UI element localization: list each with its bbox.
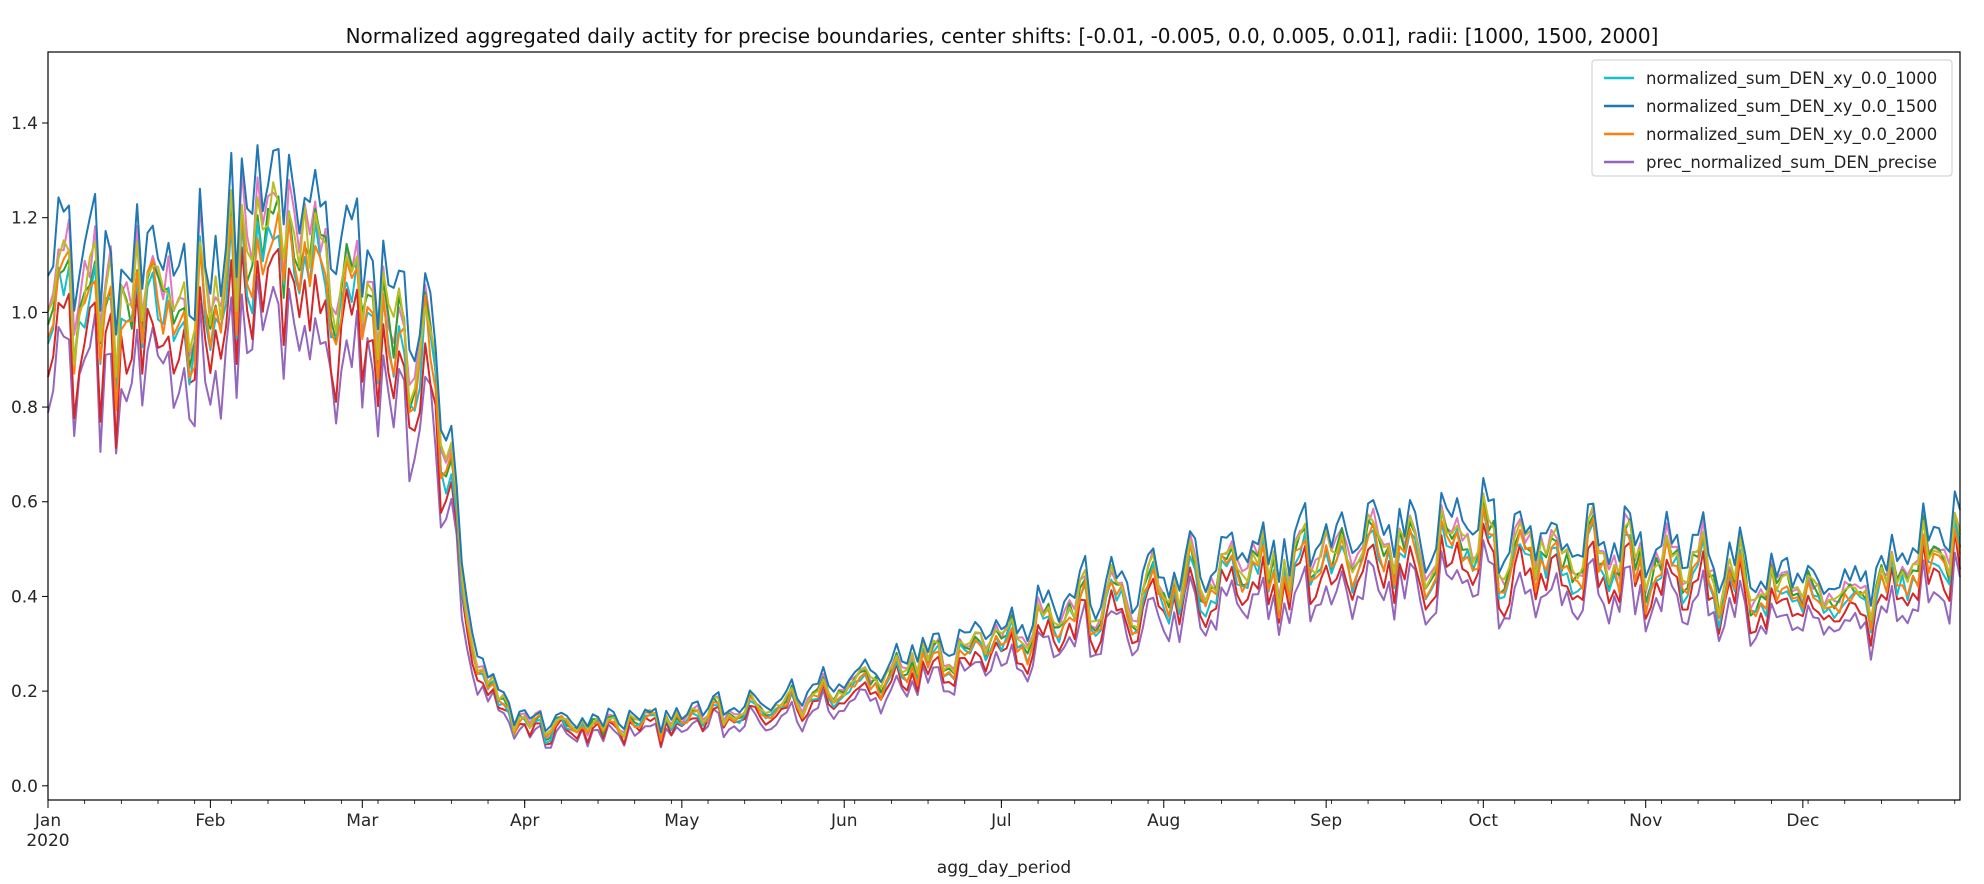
chart-title: Normalized aggregated daily actity for p…	[346, 24, 1659, 48]
legend-label: prec_normalized_sum_DEN_precise	[1646, 153, 1937, 173]
legend-label: normalized_sum_DEN_xy_0.0_2000	[1646, 125, 1937, 145]
y-tick-label: 1.2	[11, 209, 38, 229]
series-line	[47, 195, 1961, 742]
x-tick-label: Dec	[1786, 811, 1819, 831]
x-tick-label: May	[664, 811, 699, 831]
plot-frame	[47, 51, 1961, 801]
x-tick-label: Jun	[830, 811, 858, 831]
x-tick-label: Sep	[1310, 811, 1342, 831]
legend-box	[1591, 59, 1953, 177]
y-tick-label: 0.2	[11, 682, 38, 702]
y-tick-label: 0.0	[11, 777, 38, 797]
legend-label: normalized_sum_DEN_xy_0.0_1500	[1646, 97, 1937, 117]
series-line	[47, 181, 1961, 739]
legend: normalized_sum_DEN_xy_0.0_1000 normalized…	[1591, 59, 1953, 177]
x-tick-label: Aug	[1147, 811, 1180, 831]
y-tick-label: 1.4	[11, 114, 38, 134]
y-tick-label: 1.0	[11, 303, 38, 323]
x-axis-title: agg_day_period	[937, 858, 1071, 878]
x-tick-label: Jul	[990, 811, 1012, 831]
x-tick-label: Oct	[1469, 811, 1499, 831]
series-group	[47, 144, 1961, 749]
x-tick-label: Feb	[195, 811, 225, 831]
y-tick-label: 0.8	[11, 398, 38, 418]
series-line	[47, 144, 1961, 734]
y-tick-label: 0.6	[11, 493, 38, 513]
x-tick-label: Jan	[34, 811, 61, 831]
y-tick-label: 0.4	[11, 587, 38, 607]
y-axis: 0.0 0.2 0.4 0.6 0.8 1.0 1.2 1.4	[11, 114, 48, 797]
series-line	[47, 275, 1961, 749]
x-tick-label: Nov	[1629, 811, 1662, 831]
series-line	[47, 204, 1961, 742]
series-line	[47, 168, 1961, 739]
x-tick-label: Mar	[346, 811, 378, 831]
legend-label: normalized_sum_DEN_xy_0.0_1000	[1646, 69, 1937, 89]
x-tick-sublabel: 2020	[26, 831, 69, 851]
x-tick-label: Apr	[510, 811, 539, 831]
